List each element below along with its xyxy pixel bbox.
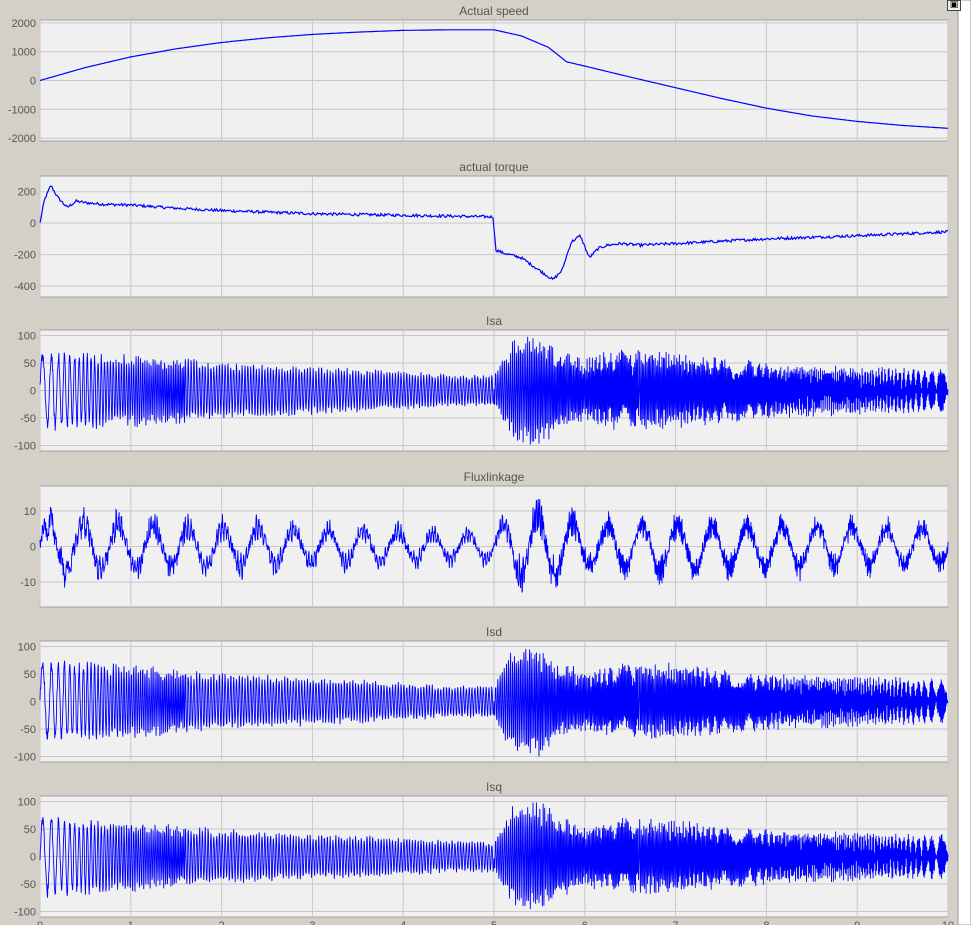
y-tick-label: -50: [20, 413, 36, 425]
plot-panel-1: -2000 -1000 0 1000 2000 Actual speed: [8, 4, 949, 145]
series-line: [39, 29, 948, 129]
y-tick-label: -400: [14, 281, 36, 293]
series-line: [39, 185, 949, 281]
y-tick-label: -10: [20, 577, 36, 589]
y-tick-label: -50: [20, 879, 36, 891]
plot-panel-6: -100 -50 0 50 100 0 1 2 3 4 5 6 7 8 9 10 Isq: [14, 780, 954, 925]
y-tick-label: 0: [30, 386, 36, 398]
expand-axes-icon[interactable]: ▣: [947, 0, 961, 11]
y-tick-label: 50: [24, 358, 36, 370]
window-edge: [957, 0, 971, 925]
x-tick-label: 3: [309, 920, 315, 925]
plot-panel-2: -400 -200 0 200 actual torque: [14, 160, 949, 298]
y-tick-label: 0: [30, 76, 36, 88]
y-tick-label: 100: [18, 642, 36, 654]
y-tick-label: -2000: [8, 133, 36, 145]
y-tick-label: -50: [20, 724, 36, 736]
chart-title: Isa: [486, 314, 502, 328]
chart-title: Fluxlinkage: [464, 470, 525, 484]
x-tick-label: 0: [37, 920, 43, 925]
x-tick-label: 2: [219, 920, 225, 925]
chart-title: actual torque: [459, 160, 529, 174]
x-tick-label: 8: [763, 920, 769, 925]
y-tick-label: 100: [18, 797, 36, 809]
series-line: [39, 336, 949, 445]
chart-title: Isd: [486, 625, 502, 639]
plot-panel-5: -100 -50 0 50 100 Isd: [14, 625, 949, 764]
y-tick-label: 50: [24, 669, 36, 681]
y-tick-label: -200: [14, 250, 36, 262]
y-tick-label: -100: [14, 907, 36, 919]
series-line: [39, 802, 949, 910]
x-tick-label: 10: [942, 920, 954, 925]
plot-panel-4: -10 0 10 Fluxlinkage: [20, 470, 949, 608]
y-tick-label: 0: [30, 218, 36, 230]
x-tick-label: 9: [854, 920, 860, 925]
y-tick-label: 50: [24, 824, 36, 836]
y-tick-label: -1000: [8, 104, 36, 116]
x-tick-label: 4: [400, 920, 406, 925]
y-tick-label: 0: [30, 542, 36, 554]
series-line: [39, 648, 949, 757]
y-tick-label: 2000: [12, 18, 36, 30]
y-tick-label: 10: [24, 506, 36, 518]
y-tick-label: 0: [30, 852, 36, 864]
chart-title: Actual speed: [459, 4, 528, 18]
series-line: [39, 498, 949, 593]
x-tick-label: 7: [673, 920, 679, 925]
y-tick-label: 100: [18, 331, 36, 343]
y-tick-label: 1000: [12, 47, 36, 59]
y-tick-label: 200: [18, 187, 36, 199]
y-tick-label: -100: [14, 441, 36, 453]
plot-panel-3: -100 -50 0 50 100 Isa: [14, 314, 949, 453]
chart-title: Isq: [486, 780, 502, 794]
y-tick-label: -100: [14, 752, 36, 764]
x-tick-label: 5: [491, 920, 497, 925]
x-tick-label: 1: [128, 920, 134, 925]
y-tick-label: 0: [30, 697, 36, 709]
x-tick-label: 6: [582, 920, 588, 925]
